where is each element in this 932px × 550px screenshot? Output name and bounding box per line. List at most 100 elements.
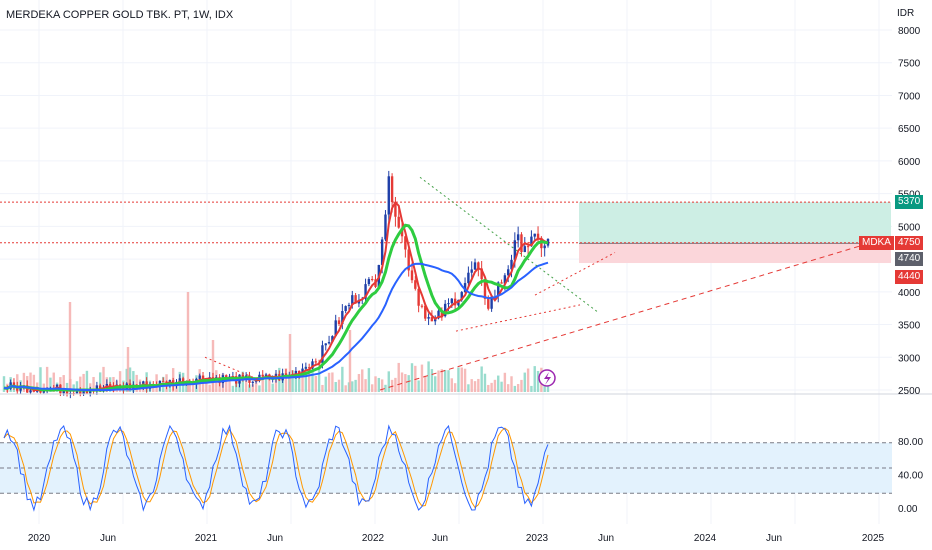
candle-body bbox=[201, 375, 205, 380]
volume-bar bbox=[337, 379, 341, 392]
candle-body bbox=[510, 259, 513, 270]
candle-body bbox=[384, 214, 387, 240]
candle-body bbox=[414, 280, 417, 289]
volume-bar bbox=[327, 372, 331, 392]
candle-body bbox=[513, 240, 517, 260]
volume-bar bbox=[424, 375, 427, 392]
last-price-tag: 4750 bbox=[895, 236, 924, 250]
volume-bar bbox=[185, 381, 188, 392]
volume-bar bbox=[75, 381, 79, 392]
ma-mid-line bbox=[3, 223, 549, 392]
candle-body bbox=[410, 270, 414, 281]
volume-bar bbox=[32, 374, 36, 392]
support-trendline bbox=[379, 245, 861, 391]
volume-bar bbox=[510, 376, 513, 392]
volume-bar bbox=[228, 376, 231, 392]
volume-bar bbox=[384, 384, 387, 392]
volume-bar bbox=[281, 376, 284, 392]
candle-body bbox=[324, 343, 327, 346]
candle-body bbox=[470, 269, 473, 273]
time-axis-label: Jun bbox=[598, 533, 614, 544]
volume-bar bbox=[520, 379, 523, 392]
volume-bar bbox=[437, 370, 440, 392]
candle-body bbox=[304, 367, 308, 369]
volume-bar bbox=[52, 372, 55, 392]
volume-bar bbox=[79, 376, 82, 392]
volume-bar bbox=[268, 375, 271, 392]
volume-bar bbox=[82, 373, 85, 392]
volume-bar bbox=[420, 364, 424, 392]
candle-body bbox=[314, 361, 318, 363]
volume-bar bbox=[434, 376, 437, 392]
time-axis-label: 2021 bbox=[195, 533, 218, 544]
price-axis-label: 3000 bbox=[898, 353, 921, 364]
candle-body bbox=[536, 233, 540, 238]
volume-bar bbox=[211, 340, 215, 392]
volume-bar bbox=[321, 384, 324, 392]
candle-body bbox=[407, 249, 410, 271]
candle-body bbox=[351, 295, 354, 305]
volume-bar bbox=[493, 379, 497, 392]
candle-body bbox=[178, 378, 182, 382]
candle-body bbox=[417, 288, 420, 306]
volume-bar bbox=[404, 374, 407, 392]
volume-bar bbox=[85, 370, 89, 392]
volume-bar bbox=[258, 385, 261, 392]
volume-bar bbox=[357, 374, 361, 392]
volume-bar bbox=[500, 381, 503, 392]
candle-body bbox=[533, 233, 536, 237]
oscillator-axis-label: 0.00 bbox=[898, 504, 918, 515]
entry-price-tag: 4740 bbox=[895, 252, 924, 266]
volume-bar bbox=[387, 371, 390, 392]
volume-bar bbox=[304, 366, 308, 392]
volume-bar bbox=[361, 369, 364, 392]
time-axis-label: 2020 bbox=[28, 533, 51, 544]
volume-bar bbox=[370, 384, 374, 392]
price-axis-label: 6500 bbox=[898, 124, 921, 135]
candle-body bbox=[447, 303, 450, 305]
price-axis-label: 3500 bbox=[898, 321, 921, 332]
candle-body bbox=[251, 381, 254, 383]
volume-bar bbox=[288, 334, 292, 392]
volume-bar bbox=[470, 379, 473, 392]
volume-bar bbox=[473, 381, 477, 392]
candle-body bbox=[523, 246, 526, 253]
time-axis-label: 2022 bbox=[362, 533, 385, 544]
candle-body bbox=[450, 298, 454, 304]
volume-bar bbox=[225, 377, 228, 392]
candle-body bbox=[29, 390, 32, 393]
volume-bar bbox=[294, 375, 298, 392]
volume-bar bbox=[417, 380, 420, 392]
trendline bbox=[534, 252, 616, 296]
candle-body bbox=[367, 279, 371, 285]
volume-bar bbox=[506, 384, 510, 392]
candle-body bbox=[347, 304, 351, 307]
candle-body bbox=[440, 310, 444, 317]
volume-bar bbox=[483, 373, 487, 392]
volume-bar bbox=[284, 368, 288, 392]
volume-bar bbox=[72, 384, 75, 392]
volume-bar bbox=[271, 383, 274, 392]
candle-body bbox=[443, 303, 447, 317]
candle-body bbox=[39, 389, 42, 393]
volume-bar bbox=[307, 372, 311, 392]
volume-bar bbox=[430, 369, 434, 392]
candle-body bbox=[397, 216, 400, 228]
candle-body bbox=[437, 310, 440, 319]
volume-bar bbox=[367, 368, 371, 392]
candle-body bbox=[477, 262, 480, 269]
volume-bar bbox=[205, 380, 208, 392]
candle-body bbox=[380, 239, 384, 265]
volume-bar bbox=[331, 372, 334, 392]
volume-bar bbox=[186, 292, 190, 392]
volume-bar bbox=[298, 373, 301, 392]
trendline bbox=[419, 176, 598, 312]
candle-body bbox=[394, 201, 397, 217]
candle-body bbox=[82, 391, 85, 394]
candle-body bbox=[331, 336, 334, 343]
volume-bar bbox=[523, 372, 526, 392]
ma-fast-line bbox=[3, 200, 549, 391]
candle-body bbox=[85, 391, 89, 394]
oscillator-k-line bbox=[3, 424, 549, 512]
